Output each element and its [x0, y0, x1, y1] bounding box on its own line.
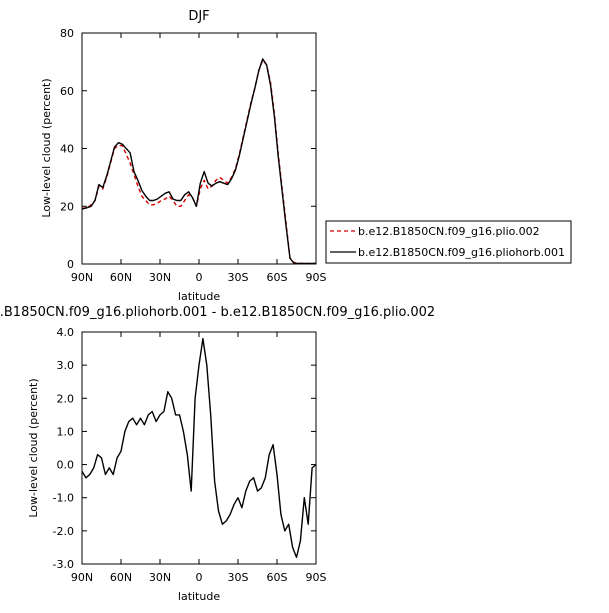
bottom-x-tick-label: 60S	[267, 571, 288, 584]
top-y-tick-label: 0	[67, 258, 74, 271]
bottom-x-tick-label: 90N	[71, 571, 93, 584]
top-series-line-0	[81, 59, 316, 265]
bottom-x-tick-label: 0	[196, 571, 203, 584]
top-plot-frame	[81, 32, 317, 265]
top-x-tick-label: 30S	[228, 271, 249, 284]
bottom-chart-title: b.e12.B1850CN.f09_g16.pliohorb.001 - b.e…	[0, 305, 435, 320]
top-y-axis-label: Low-level cloud (percent)	[40, 78, 53, 217]
bottom-y-tick-label: 0.0	[57, 459, 75, 472]
bottom-y-tick-label: 1.0	[57, 425, 75, 438]
top-x-axis-label: latitude	[178, 290, 220, 303]
bottom-plot: b.e12.B1850CN.f09_g16.pliohorb.001 - b.e…	[0, 305, 435, 603]
top-x-tick-label: 90S	[306, 271, 327, 284]
top-chart-title: DJF	[188, 9, 209, 24]
legend-box	[325, 220, 572, 264]
legend: b.e12.B1850CN.f09_g16.plio.002 b.e12.B18…	[325, 220, 572, 264]
top-y-axis: 0 20 40 60 80	[60, 27, 316, 271]
top-x-tick-label: 60S	[267, 271, 288, 284]
top-x-tick-label: 90N	[71, 271, 93, 284]
legend-label-pliohorb: b.e12.B1850CN.f09_g16.pliohorb.001	[358, 246, 565, 259]
bottom-series-lines	[81, 337, 317, 559]
bottom-y-tick-label: -2.0	[53, 525, 74, 538]
bottom-x-tick-label: 30S	[228, 571, 249, 584]
top-series-line-1	[81, 58, 316, 265]
bottom-x-tick-label: 60N	[110, 571, 132, 584]
bottom-x-axis-label: latitude	[178, 590, 220, 603]
legend-label-plio: b.e12.B1850CN.f09_g16.plio.002	[358, 225, 540, 238]
bottom-y-axis-label: Low-level cloud (percent)	[27, 378, 40, 517]
bottom-x-tick-label: 30N	[149, 571, 171, 584]
top-y-tick-label: 80	[60, 27, 74, 40]
bottom-y-axis: -3.0 -2.0 -1.0 0.0 1.0 2.0 3.0 4.0	[53, 326, 316, 571]
top-y-tick-label: 20	[60, 200, 74, 213]
top-y-tick-label: 40	[60, 143, 74, 156]
bottom-x-tick-label: 90S	[306, 571, 327, 584]
top-x-tick-label: 0	[196, 271, 203, 284]
bottom-series-line-0	[81, 337, 317, 559]
top-x-axis: 90N 60N 30N 0 30S 60S 90S	[71, 33, 327, 284]
bottom-y-tick-label: 4.0	[57, 326, 75, 339]
top-x-tick-label: 30N	[149, 271, 171, 284]
bottom-y-tick-label: -3.0	[53, 558, 74, 571]
bottom-y-tick-label: 3.0	[57, 359, 75, 372]
top-plot: DJF 90N 60N 30N 0 30S 60S 90S 0 20 40 60 80 latitu…	[40, 9, 327, 303]
top-series-lines	[81, 58, 316, 265]
top-y-tick-label: 60	[60, 85, 74, 98]
top-x-tick-label: 60N	[110, 271, 132, 284]
bottom-y-tick-label: -1.0	[53, 492, 74, 505]
bottom-x-axis: 90N 60N 30N 0 30S 60S 90S	[71, 332, 327, 584]
bottom-y-tick-label: 2.0	[57, 392, 75, 405]
